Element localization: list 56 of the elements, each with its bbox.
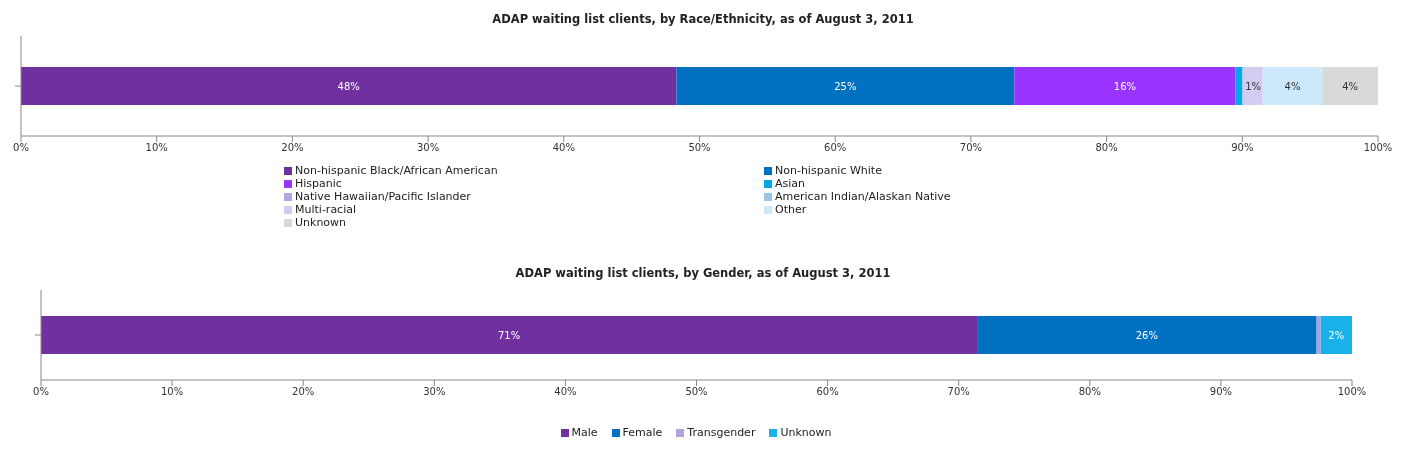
bar: [21, 67, 677, 105]
bar: [1316, 316, 1321, 354]
x-tick-label: 70%: [959, 142, 983, 154]
legend-label: Unknown: [295, 216, 347, 229]
legend-label: Non-hispanic White: [775, 164, 882, 177]
x-tick-label: 40%: [552, 142, 575, 154]
legend-label: Multi-racial: [295, 203, 357, 216]
bar: [1262, 67, 1323, 105]
legend-label: Male: [571, 426, 598, 439]
x-tick-label: 80%: [1078, 386, 1101, 398]
x-tick-label: 0%: [33, 386, 49, 398]
bar: [41, 316, 978, 354]
legend-label: American Indian/Alaskan Native: [775, 190, 951, 203]
x-tick-label: 100%: [1363, 142, 1393, 154]
legend-label: Other: [775, 203, 807, 216]
x-tick-label: 100%: [1337, 386, 1367, 398]
x-tick-label: 80%: [1095, 142, 1118, 154]
bar: [676, 67, 1015, 105]
legend-label: Transgender: [687, 426, 756, 439]
x-tick-label: 90%: [1231, 142, 1254, 154]
x-tick-label: 0%: [13, 142, 29, 154]
data-label: 1%: [1245, 81, 1262, 92]
bar: [1243, 67, 1263, 105]
data-label: 16%: [1113, 81, 1137, 92]
data-label: 48%: [337, 81, 360, 92]
x-tick-label: 10%: [160, 386, 184, 398]
chart-title: ADAP waiting list clients, by Gender, as of August 3, 2011: [514, 265, 892, 282]
x-tick-label: 30%: [423, 386, 446, 398]
x-tick-label: 90%: [1209, 386, 1233, 398]
x-tick-label: 70%: [947, 386, 970, 398]
x-tick-label: 10%: [145, 142, 168, 154]
data-label: 26%: [1135, 330, 1158, 341]
data-label: 4%: [1342, 81, 1359, 92]
legend-label: Asian: [775, 177, 806, 190]
bar: [977, 316, 1317, 354]
x-tick-label: 50%: [688, 142, 711, 154]
legend-label: Non-hispanic Black/African American: [295, 164, 498, 177]
legend-label: Native Hawaiian/Pacific Islander: [295, 190, 471, 203]
legend-label: Female: [622, 426, 663, 439]
data-label: 2%: [1328, 330, 1345, 341]
bar: [1322, 67, 1378, 105]
data-label: 4%: [1284, 81, 1301, 92]
chart-title: ADAP waiting list clients, by Race/Ethnicity, as of August 3, 2011: [491, 11, 915, 28]
x-tick-label: 60%: [824, 142, 847, 154]
x-tick-label: 30%: [416, 142, 440, 154]
x-tick-label: 50%: [685, 386, 708, 398]
x-tick-label: 60%: [816, 386, 839, 398]
legend-label: Unknown: [780, 426, 832, 439]
bar: [1014, 67, 1236, 105]
bar: [1320, 316, 1352, 354]
x-tick-label: 40%: [554, 386, 577, 398]
x-tick-label: 20%: [281, 142, 304, 154]
data-label: 71%: [497, 330, 521, 341]
data-label: 25%: [834, 81, 857, 92]
x-tick-label: 20%: [292, 386, 315, 398]
legend-label: Hispanic: [295, 177, 342, 190]
